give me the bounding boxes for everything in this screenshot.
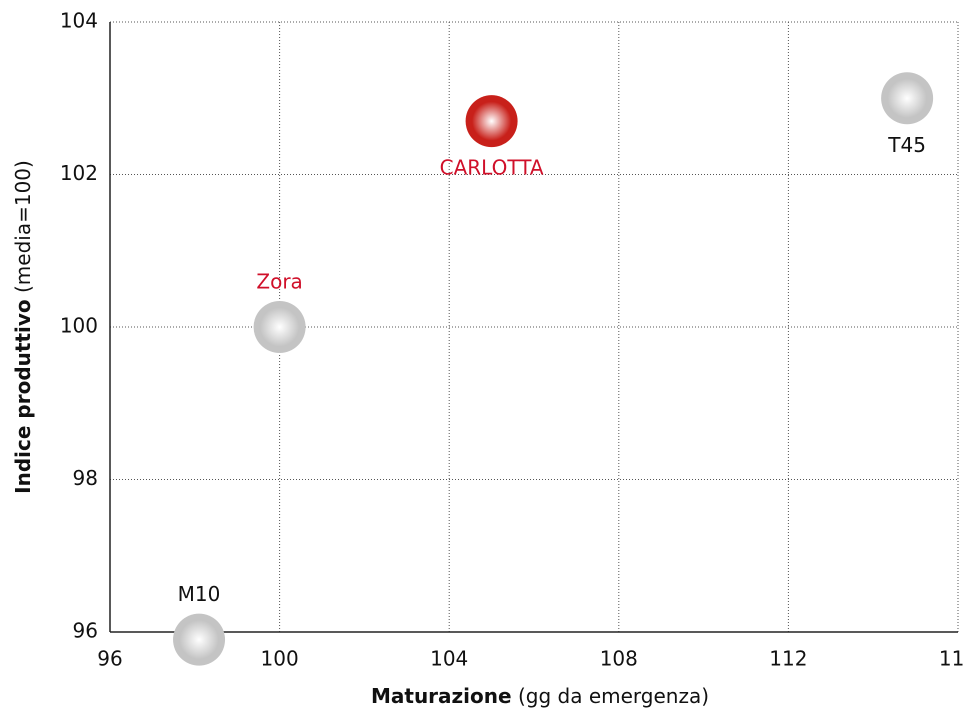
y-axis-label-bold: Indice produttivo xyxy=(11,299,35,493)
x-tick-label: 108 xyxy=(600,647,638,671)
bubble xyxy=(465,95,518,148)
x-tick-label: 116 xyxy=(939,647,963,671)
y-tick-label: 96 xyxy=(73,619,98,643)
y-axis-label: Indice produttivo (media=100) xyxy=(11,160,35,494)
x-axis-label-bold: Maturazione xyxy=(371,684,512,708)
bubble xyxy=(881,72,934,125)
y-tick-label: 104 xyxy=(60,9,98,33)
x-tick-label: 100 xyxy=(261,647,299,671)
x-tick-label: 112 xyxy=(769,647,807,671)
y-tick-label: 102 xyxy=(60,161,98,185)
bubble xyxy=(173,613,226,666)
point-label: M10 xyxy=(178,582,221,606)
x-axis-label-text: (gg da emergenza) xyxy=(518,684,709,708)
point-label: Zora xyxy=(256,270,302,294)
point-label: T45 xyxy=(887,133,926,157)
x-axis-label: Maturazione (gg da emergenza) xyxy=(371,684,709,708)
x-tick-label: 104 xyxy=(430,647,468,671)
y-tick-label: 98 xyxy=(73,466,98,490)
y-axis-label-text: (media=100) xyxy=(11,160,35,293)
bubble xyxy=(253,301,306,353)
x-tick-label: 96 xyxy=(97,647,122,671)
y-tick-label: 100 xyxy=(60,314,98,338)
point-label: CARLOTTA xyxy=(440,156,544,180)
